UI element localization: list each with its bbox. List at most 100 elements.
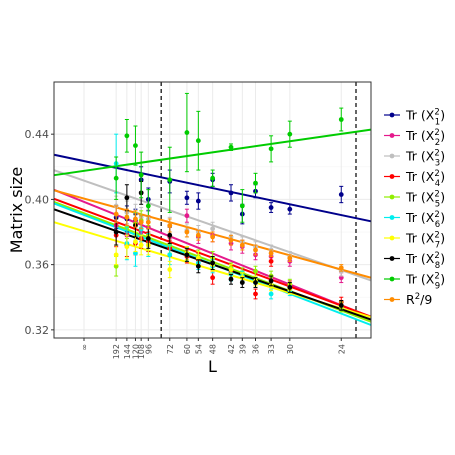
data-point-series-9 [210,169,216,187]
legend-key-marker [389,215,395,220]
point-marker [133,216,138,222]
data-point-series-10 [113,205,119,223]
legend-key-marker [389,133,395,138]
data-point-series-10 [287,254,293,262]
point-marker [184,213,190,219]
point-marker [124,214,130,220]
legend-item-8: Tr (X2 8) [384,251,445,271]
point-marker [167,267,173,272]
point-marker [338,265,344,271]
x-tick-label: 30 [286,344,295,354]
point-marker [145,203,151,209]
point-marker [338,117,344,122]
x-tick-label: ∞ [80,344,89,351]
point-marker [210,234,216,240]
point-marker [167,252,173,258]
data-point-series-9 [133,125,138,166]
legend-item-1: Tr (X2 1) [384,108,445,128]
point-marker [167,232,173,238]
point-marker [138,242,144,248]
point-marker [184,130,190,135]
point-marker [195,138,201,144]
legend-item-4: Tr (X2 4) [384,169,445,189]
data-point-series-9 [253,172,258,194]
point-marker [145,236,151,241]
legend-label: Tr (X2 8) [405,251,445,271]
data-point-series-8 [195,259,201,274]
legend-key-marker [389,297,395,302]
point-marker [113,252,119,258]
data-point-series-10 [167,218,173,233]
point-marker [210,260,216,266]
point-marker [228,237,234,243]
x-tick-label: 120 [131,344,140,359]
data-point-series-7 [113,244,119,266]
data-point-series-1 [287,203,293,215]
y-axis-ticks: 0.32 0.36 0.40 0.44 [25,128,54,337]
x-tick-label: 39 [238,344,247,354]
legend-item-6: Tr (X2 6) [384,210,445,230]
data-point-series-1 [228,184,234,202]
point-marker [253,247,258,253]
data-point-series-10 [145,215,151,230]
x-tick-label: 24 [337,344,346,354]
data-point-series-9 [239,189,245,223]
point-marker [138,172,144,178]
data-point-series-8 [268,275,274,287]
fit-line-series-9 [53,128,372,177]
legend-item-5: Tr (X2 5) [384,190,445,210]
data-point-series-6 [268,288,274,300]
data-point-series-10 [268,249,274,257]
x-tick-label: 33 [267,344,276,354]
data-point-series-10 [124,208,130,226]
x-tick-label: 96 [144,344,153,354]
x-tick-label: 72 [166,344,175,354]
point-marker [113,175,119,181]
point-marker [268,258,274,264]
data-point-series-10 [138,215,144,230]
point-marker [268,291,274,297]
data-point-series-7 [124,234,130,259]
point-marker [184,229,190,235]
data-point-series-10 [184,226,190,238]
x-tick-label: 144 [123,344,132,359]
data-point-series-9 [184,92,190,173]
data-point-series-1 [338,185,344,204]
point-marker [253,268,258,274]
point-marker [124,244,130,250]
data-point-series-10 [239,239,245,251]
point-marker [145,219,151,225]
reference-lines [160,82,357,338]
x-tick-label: 108 [137,344,146,359]
point-marker [239,280,245,285]
data-point-series-8 [239,277,245,288]
point-marker [338,192,344,197]
point-marker [228,276,234,282]
y-tick-label: 0.44 [25,128,50,141]
point-marker [210,275,216,281]
point-marker [268,146,274,152]
data-point-series-8 [253,277,258,288]
point-marker [287,285,293,290]
point-marker [287,131,293,137]
data-point-series-10 [338,264,344,272]
point-marker [138,219,144,225]
point-marker [268,278,274,284]
point-marker [195,232,201,238]
legend-key-marker [389,235,395,241]
point-marker [253,280,258,285]
fit-line-series-1 [53,153,372,223]
data-point-series-9 [167,146,173,213]
legend-item-9: Tr (X2 9) [384,272,445,292]
legend: Tr (X2 1)Tr (X2 2)Tr (X2 3)Tr (X2 4)Tr (X2 5)… [384,108,445,307]
legend-item-3: Tr (X2 3) [384,149,445,169]
point-marker [287,206,293,212]
point-marker [210,175,216,181]
point-marker [228,267,234,272]
data-point-series-10 [253,244,258,256]
data-point-series-8 [228,273,234,285]
legend-key-marker [389,153,395,159]
legend-label: Tr (X2 5) [405,190,445,210]
